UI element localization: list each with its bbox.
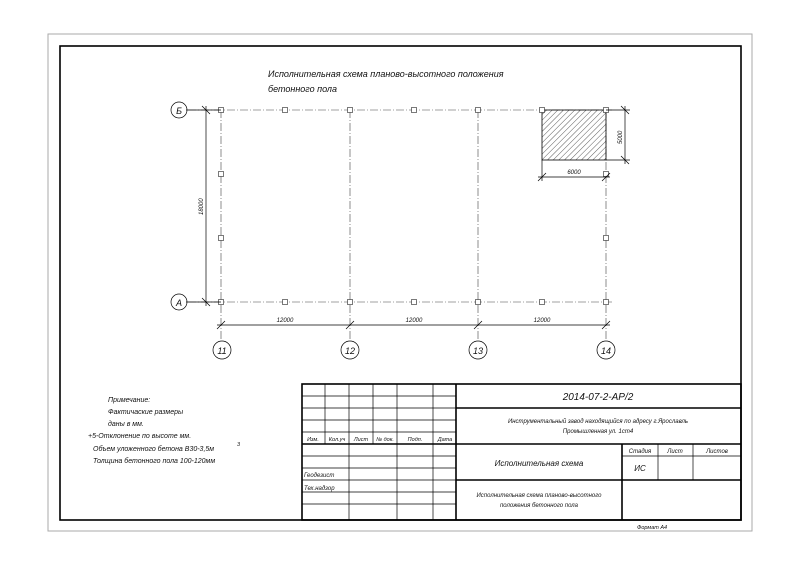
survey-marker — [475, 299, 481, 305]
sheet-header: Лист — [666, 449, 682, 455]
axis-label-a: А — [175, 298, 182, 308]
note-superscript: 3 — [237, 442, 241, 448]
sheet-border — [47, 33, 753, 532]
drawing-title-line2: бетонного пола — [268, 84, 337, 94]
role-geodesist: Геодезист — [304, 473, 334, 479]
hatched-area — [541, 109, 607, 161]
role-tech-supervision: Тех.надзор — [304, 486, 335, 492]
note-heading: Примечание: — [108, 397, 150, 404]
axis-label-11: 11 — [217, 346, 226, 356]
dim-5000: 5000 — [618, 130, 624, 144]
note-line: Толщина бетонного пола 100-120мм — [93, 457, 215, 465]
notes: Примечание: Фактичаские размеры даны в м… — [88, 397, 241, 465]
dim-span-13-14: 12000 — [534, 318, 551, 324]
axis-label-12: 12 — [345, 346, 355, 356]
survey-marker — [411, 107, 417, 113]
drawing-title-line1: Исполнительная схема планово-высотного п… — [268, 69, 504, 79]
header-sign: Подп. — [408, 437, 423, 443]
header-list: Лист — [353, 437, 369, 443]
survey-marker — [218, 171, 224, 177]
document-name-line2: положения бетонного пола — [500, 503, 579, 509]
survey-marker — [282, 299, 288, 305]
axis-bubble-12 — [340, 340, 360, 360]
axis-label-13: 13 — [473, 346, 483, 356]
stage-header: Стадия — [629, 449, 652, 455]
axis-bubble-13 — [468, 340, 488, 360]
dim-18000: 18000 — [199, 198, 205, 215]
survey-marker — [347, 107, 353, 113]
document-name-line1: Исполнительная схема планово-высотного — [477, 493, 603, 499]
header-koluch: Кол.уч — [329, 437, 346, 443]
format-label: Формат А4 — [637, 525, 667, 531]
survey-marker — [347, 299, 353, 305]
note-line: даны в мм. — [108, 420, 144, 428]
title-block: 2014-07-2-АР/2 Инструментальный завод на… — [301, 383, 742, 521]
dim-span-11-12: 12000 — [277, 318, 294, 324]
stage-value: ИС — [634, 464, 646, 473]
header-date: Дата — [437, 437, 453, 443]
note-line: +5-Отклонение по высоте мм. — [88, 433, 191, 440]
organization-line1: Инструментальный завод находящийся по ад… — [508, 418, 688, 425]
dim-span-12-13: 12000 — [406, 318, 423, 324]
axis-bubble-a — [170, 293, 188, 311]
note-line: Объем уложенного бетона В30-3,5м — [93, 445, 214, 453]
document-type: Исполнительная схема — [495, 459, 584, 468]
axis-bubble-11 — [212, 340, 232, 360]
axis-bubble-14 — [596, 340, 616, 360]
header-doc-no: № док. — [376, 437, 394, 443]
header-izm: Изм. — [307, 437, 319, 443]
organization-line2: Промышленная ул. 1ст4 — [563, 429, 634, 435]
axis-label-b: Б — [176, 106, 182, 116]
document-code: 2014-07-2-АР/2 — [562, 392, 634, 403]
axis-label-14: 14 — [601, 346, 611, 356]
axis-bubble-b — [170, 101, 188, 119]
dim-6000: 6000 — [567, 170, 581, 176]
survey-marker — [603, 171, 609, 177]
survey-marker — [603, 235, 609, 241]
survey-marker — [539, 299, 545, 305]
survey-marker — [603, 299, 609, 305]
note-line: Фактичаские размеры — [108, 409, 184, 416]
survey-marker — [475, 107, 481, 113]
survey-marker — [282, 107, 288, 113]
survey-marker — [411, 299, 417, 305]
survey-marker — [539, 107, 545, 113]
survey-marker — [218, 235, 224, 241]
floor-plan: 18000 12000 12000 12000 5000 6000 Б А 11… — [170, 101, 630, 360]
sheets-header: Листов — [705, 449, 728, 455]
